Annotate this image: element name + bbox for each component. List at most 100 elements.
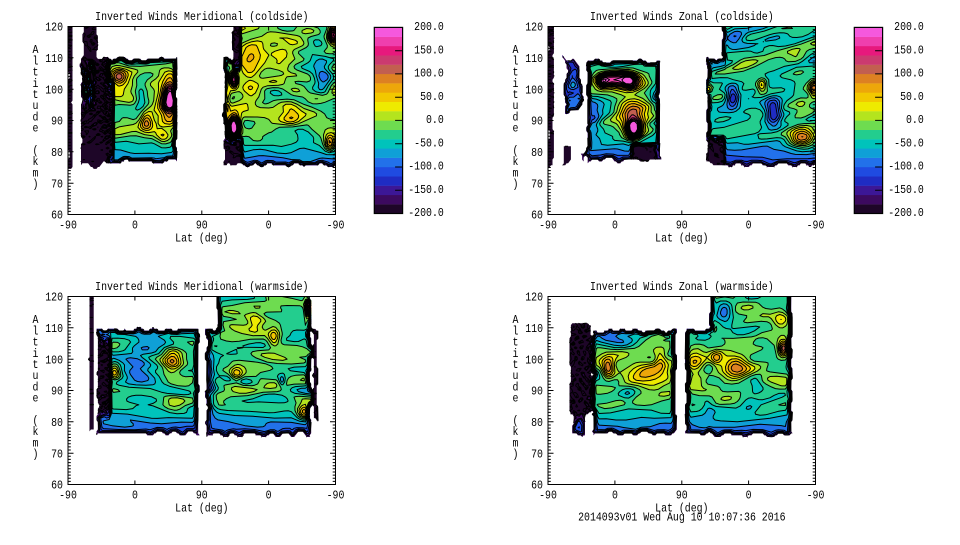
svg-text:0: 0 [612, 220, 618, 233]
svg-text:Inverted Winds Zonal (warmside: Inverted Winds Zonal (warmside) [590, 281, 774, 294]
svg-text:-100.0: -100.0 [888, 161, 924, 174]
svg-text:t: t [513, 89, 519, 102]
svg-text:e: e [513, 393, 519, 406]
svg-text:200.0: 200.0 [414, 21, 444, 34]
svg-text:): ) [513, 449, 519, 462]
svg-text:-90: -90 [539, 220, 557, 233]
svg-text:t: t [33, 337, 39, 350]
svg-text:0.0: 0.0 [906, 114, 924, 127]
svg-text:d: d [33, 112, 39, 125]
svg-text:50.0: 50.0 [900, 91, 924, 104]
svg-text:(: ( [513, 415, 519, 428]
svg-text:m: m [33, 168, 39, 181]
svg-text:): ) [33, 449, 39, 462]
svg-text:Lat (deg): Lat (deg) [175, 233, 228, 246]
svg-text:d: d [33, 382, 39, 395]
svg-text:120: 120 [525, 22, 543, 35]
svg-text:0: 0 [746, 490, 752, 503]
svg-text:t: t [513, 337, 519, 350]
svg-text:90: 90 [676, 220, 688, 233]
svg-text:90: 90 [51, 386, 63, 399]
svg-text:100.0: 100.0 [414, 68, 444, 81]
svg-text:-150.0: -150.0 [888, 184, 924, 197]
svg-text:t: t [33, 89, 39, 102]
svg-text:110: 110 [45, 53, 63, 66]
svg-text:(: ( [33, 415, 39, 428]
svg-text:d: d [513, 112, 519, 125]
svg-text:70: 70 [51, 449, 63, 462]
svg-text:0: 0 [132, 490, 138, 503]
svg-text:60: 60 [531, 480, 543, 493]
svg-text:Inverted Winds Meridional (col: Inverted Winds Meridional (coldside) [95, 11, 308, 24]
svg-text:u: u [513, 100, 519, 113]
svg-text:(: ( [33, 145, 39, 158]
svg-text:Lat (deg): Lat (deg) [175, 503, 228, 516]
svg-text:70: 70 [51, 179, 63, 192]
svg-text:80: 80 [531, 417, 543, 430]
svg-text:60: 60 [51, 480, 63, 493]
svg-text:(: ( [513, 145, 519, 158]
svg-text:-90: -90 [807, 220, 825, 233]
svg-text:t: t [513, 67, 519, 80]
svg-text:80: 80 [51, 417, 63, 430]
svg-text:80: 80 [51, 147, 63, 160]
svg-text:t: t [33, 359, 39, 372]
svg-text:110: 110 [45, 323, 63, 336]
svg-text:i: i [513, 348, 519, 361]
svg-text:60: 60 [51, 210, 63, 223]
svg-text:k: k [33, 156, 39, 169]
svg-text:i: i [33, 78, 39, 91]
svg-text:50.0: 50.0 [420, 91, 444, 104]
svg-text:0.0: 0.0 [426, 114, 444, 127]
svg-text:-50.0: -50.0 [414, 138, 444, 151]
svg-text:-90: -90 [807, 490, 825, 503]
svg-text:-90: -90 [327, 490, 345, 503]
svg-text:Lat (deg): Lat (deg) [655, 233, 708, 246]
svg-text:e: e [33, 123, 39, 136]
svg-text:100: 100 [525, 85, 543, 98]
svg-text:u: u [33, 100, 39, 113]
svg-text:150.0: 150.0 [414, 45, 444, 58]
svg-text:e: e [513, 123, 519, 136]
svg-text:-200.0: -200.0 [888, 207, 924, 220]
svg-text:e: e [33, 393, 39, 406]
svg-text:t: t [513, 359, 519, 372]
svg-text:A: A [33, 314, 39, 327]
svg-text:-90: -90 [539, 490, 557, 503]
svg-text:70: 70 [531, 449, 543, 462]
svg-text:t: t [33, 67, 39, 80]
svg-text:90: 90 [531, 116, 543, 129]
svg-text:0: 0 [266, 220, 272, 233]
svg-text:100.0: 100.0 [894, 68, 924, 81]
svg-text:90: 90 [531, 386, 543, 399]
svg-text:l: l [33, 326, 39, 339]
svg-text:0: 0 [746, 220, 752, 233]
svg-text:u: u [513, 370, 519, 383]
svg-text:l: l [513, 326, 519, 339]
svg-text:): ) [513, 179, 519, 192]
svg-text:90: 90 [51, 116, 63, 129]
svg-text:-90: -90 [59, 220, 77, 233]
svg-text:90: 90 [676, 490, 688, 503]
svg-text:-90: -90 [327, 220, 345, 233]
svg-text:90: 90 [196, 490, 208, 503]
svg-text:l: l [513, 56, 519, 69]
svg-text:2014093v01 Wed Aug 10 10:07:36: 2014093v01 Wed Aug 10 10:07:36 2016 [578, 512, 785, 525]
svg-text:i: i [513, 78, 519, 91]
svg-text:k: k [513, 426, 519, 439]
svg-text:100: 100 [525, 355, 543, 368]
svg-text:110: 110 [525, 53, 543, 66]
svg-text:k: k [33, 426, 39, 439]
svg-text:Inverted Winds Meridional (war: Inverted Winds Meridional (warmside) [95, 281, 308, 294]
svg-text:m: m [513, 438, 519, 451]
svg-text:A: A [513, 44, 519, 57]
svg-text:90: 90 [196, 220, 208, 233]
svg-text:0: 0 [266, 490, 272, 503]
svg-text:m: m [513, 168, 519, 181]
svg-text:u: u [33, 370, 39, 383]
svg-text:l: l [33, 56, 39, 69]
svg-text:-200.0: -200.0 [408, 207, 444, 220]
svg-text:): ) [33, 179, 39, 192]
svg-text:70: 70 [531, 179, 543, 192]
svg-text:100: 100 [45, 355, 63, 368]
